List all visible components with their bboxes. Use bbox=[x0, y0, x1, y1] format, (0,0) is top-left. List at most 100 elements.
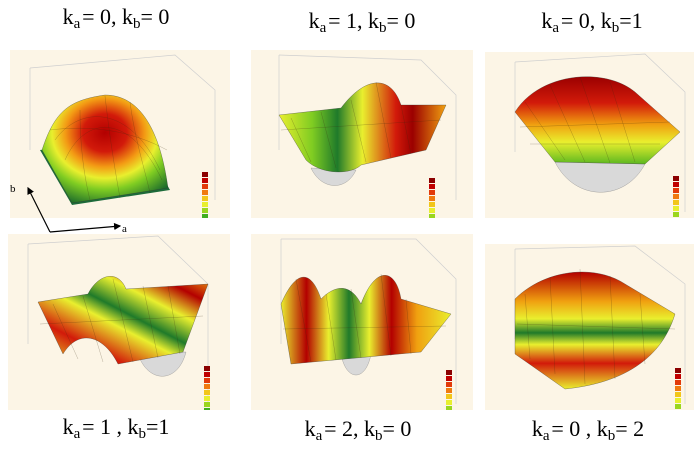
legend-swatch bbox=[446, 382, 466, 387]
legend-swatch bbox=[204, 402, 224, 407]
legend-color-box bbox=[673, 200, 679, 205]
legend-swatch bbox=[204, 378, 224, 383]
legend-swatch bbox=[202, 184, 222, 189]
color-legend-panel-3 bbox=[673, 176, 693, 218]
legend-swatch bbox=[446, 388, 466, 393]
legend-swatch bbox=[204, 390, 224, 395]
legend-swatch bbox=[202, 202, 222, 207]
legend-swatch bbox=[675, 392, 694, 397]
legend-swatch bbox=[446, 406, 466, 410]
legend-swatch bbox=[673, 188, 693, 193]
legend-swatch bbox=[202, 196, 222, 201]
legend-color-box bbox=[204, 366, 210, 371]
legend-swatch bbox=[673, 182, 693, 187]
legend-color-box bbox=[446, 376, 452, 381]
legend-swatch bbox=[446, 394, 466, 399]
legend-color-box bbox=[446, 370, 452, 375]
legend-color-box bbox=[429, 178, 435, 183]
legend-swatch bbox=[202, 178, 222, 183]
legend-swatch bbox=[675, 368, 694, 373]
label-panel-2: ka = 1, kb= 0 bbox=[308, 8, 416, 36]
legend-swatch bbox=[429, 184, 449, 189]
legend-swatch bbox=[204, 372, 224, 377]
legend-color-box bbox=[675, 374, 681, 379]
legend-color-box bbox=[202, 184, 208, 189]
legend-color-box bbox=[204, 396, 210, 401]
surface-plot-panel-6 bbox=[485, 244, 694, 410]
label-panel-1: ka = 0, kb= 0 bbox=[62, 4, 170, 32]
legend-swatch bbox=[673, 212, 693, 217]
legend-color-box bbox=[673, 212, 679, 217]
legend-color-box bbox=[675, 398, 681, 403]
legend-swatch bbox=[204, 366, 224, 371]
legend-swatch bbox=[429, 190, 449, 195]
legend-swatch bbox=[446, 400, 466, 405]
legend-color-box bbox=[204, 378, 210, 383]
legend-swatch bbox=[429, 208, 449, 213]
legend-swatch bbox=[429, 202, 449, 207]
legend-color-box bbox=[673, 206, 679, 211]
color-legend-panel-1 bbox=[202, 172, 222, 218]
legend-color-box bbox=[446, 400, 452, 405]
surface-plot-panel-5 bbox=[251, 234, 473, 410]
label-panel-4: ka = 1 , kb=1 bbox=[62, 414, 170, 442]
legend-color-box bbox=[202, 178, 208, 183]
legend-swatch bbox=[673, 206, 693, 211]
legend-swatch bbox=[429, 214, 449, 218]
legend-color-box bbox=[675, 380, 681, 385]
surface-plot-panel-1 bbox=[10, 50, 230, 218]
color-legend-panel-6 bbox=[675, 368, 694, 410]
legend-color-box bbox=[202, 202, 208, 207]
label-panel-6: ka = 0 , kb= 2 bbox=[531, 416, 645, 444]
legend-swatch bbox=[202, 214, 222, 218]
legend-color-box bbox=[202, 172, 208, 177]
legend-swatch bbox=[202, 190, 222, 195]
legend-color-box bbox=[204, 384, 210, 389]
legend-swatch bbox=[202, 172, 222, 177]
legend-swatch bbox=[429, 178, 449, 183]
legend-color-box bbox=[673, 182, 679, 187]
legend-swatch bbox=[675, 398, 694, 403]
legend-color-box bbox=[429, 202, 435, 207]
legend-color-box bbox=[429, 208, 435, 213]
legend-color-box bbox=[673, 194, 679, 199]
legend-color-box bbox=[204, 408, 210, 410]
legend-color-box bbox=[202, 190, 208, 195]
color-legend-panel-2 bbox=[429, 178, 449, 218]
label-panel-3: ka = 0, kb=1 bbox=[541, 8, 643, 36]
legend-swatch bbox=[675, 386, 694, 391]
color-legend-panel-4 bbox=[204, 366, 224, 410]
legend-swatch bbox=[204, 396, 224, 401]
legend-color-box bbox=[446, 382, 452, 387]
legend-swatch bbox=[202, 208, 222, 213]
legend-color-box bbox=[675, 392, 681, 397]
legend-swatch bbox=[446, 376, 466, 381]
legend-color-box bbox=[202, 208, 208, 213]
legend-color-box bbox=[446, 394, 452, 399]
legend-color-box bbox=[446, 388, 452, 393]
legend-color-box bbox=[673, 188, 679, 193]
legend-swatch bbox=[204, 408, 224, 410]
legend-color-box bbox=[675, 386, 681, 391]
color-legend-panel-5 bbox=[446, 370, 466, 410]
legend-swatch bbox=[446, 370, 466, 375]
legend-color-box bbox=[202, 214, 208, 218]
legend-swatch bbox=[204, 384, 224, 389]
legend-swatch bbox=[429, 196, 449, 201]
legend-color-box bbox=[673, 176, 679, 181]
legend-swatch bbox=[675, 380, 694, 385]
legend-color-box bbox=[204, 402, 210, 407]
legend-color-box bbox=[675, 368, 681, 373]
surface-plot-panel-4 bbox=[8, 234, 230, 410]
surface-plot-panel-2 bbox=[251, 50, 473, 218]
legend-swatch bbox=[673, 176, 693, 181]
legend-color-box bbox=[204, 390, 210, 395]
legend-color-box bbox=[204, 372, 210, 377]
label-panel-5: ka = 2, kb= 0 bbox=[304, 416, 412, 444]
legend-color-box bbox=[675, 404, 681, 409]
legend-color-box bbox=[202, 196, 208, 201]
legend-swatch bbox=[675, 374, 694, 379]
legend-color-box bbox=[429, 214, 435, 218]
legend-swatch bbox=[673, 200, 693, 205]
legend-color-box bbox=[429, 184, 435, 189]
